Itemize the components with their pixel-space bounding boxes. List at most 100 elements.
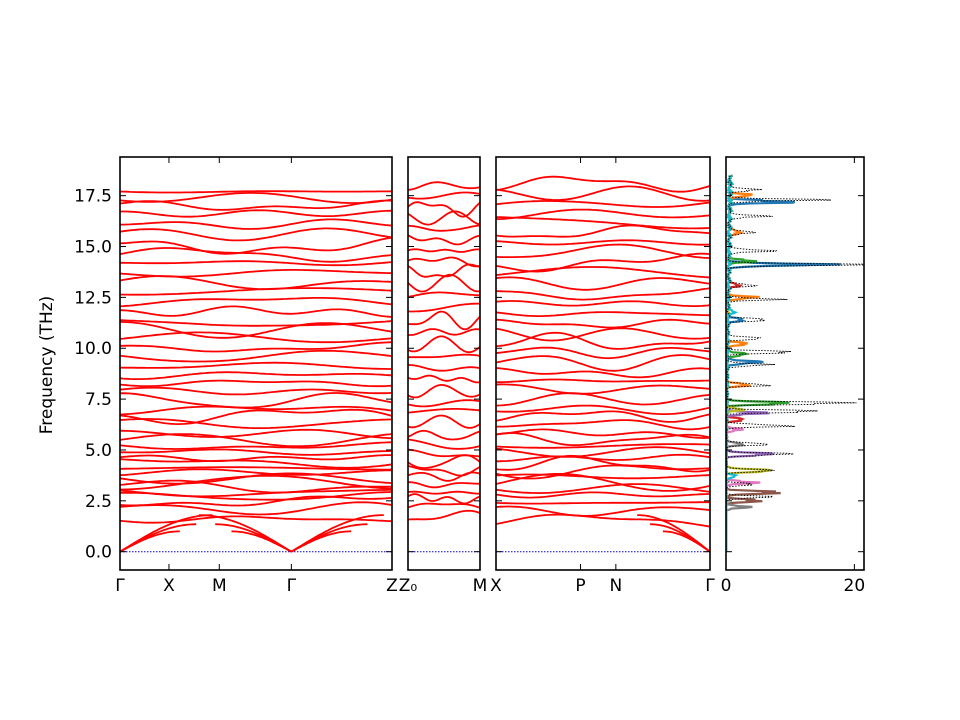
phonon-band	[120, 371, 392, 380]
phonon-band	[120, 489, 392, 498]
phonon-band	[408, 408, 480, 414]
phonon-band	[496, 428, 710, 439]
phonon-band	[120, 349, 392, 363]
phonon-band	[496, 473, 710, 492]
phonon-band	[120, 236, 392, 255]
x-tick-label: Z	[386, 576, 398, 596]
phonon-band	[120, 379, 392, 388]
phonon-band	[496, 239, 710, 246]
phonon-band	[496, 327, 710, 342]
phonon-band	[120, 408, 392, 426]
phonon-band	[120, 405, 392, 416]
phonon-band	[496, 354, 710, 372]
y-tick-label: 2.5	[85, 492, 112, 512]
x-tick-label: X	[490, 576, 502, 596]
phonon-band	[120, 190, 392, 194]
band-lines	[496, 175, 710, 553]
phonon-band	[496, 446, 710, 458]
band-lines	[408, 181, 480, 553]
y-axis-label: Frequency (THz)	[37, 296, 57, 435]
phonon-band	[120, 418, 392, 429]
acoustic-band	[637, 514, 710, 553]
phonon-band	[408, 248, 480, 253]
phonon-band	[120, 479, 392, 494]
band-panel-1: Γ X M Γ Z 0.0 2.5 5.0 7.5 10.0 12.5 15.0 17.5	[74, 156, 398, 596]
phonon-band	[120, 454, 392, 462]
phonon-band	[408, 335, 480, 354]
y-tick-label: 0.0	[85, 543, 112, 563]
phonon-band	[408, 414, 480, 429]
y-tick-label: 5.0	[85, 441, 112, 461]
phonon-band	[408, 364, 480, 372]
phonon-band	[120, 305, 392, 318]
phonon-band	[120, 468, 392, 477]
phonon-band	[496, 392, 710, 407]
phonon-band	[496, 473, 710, 480]
phonon-band	[496, 318, 710, 329]
phonon-band	[120, 515, 392, 524]
phonon-band	[496, 367, 710, 379]
dos-panel-frame	[725, 156, 865, 571]
phonon-band	[408, 438, 480, 450]
phonon-band	[408, 234, 480, 246]
y-tick-label: 12.5	[74, 288, 112, 308]
phonon-band	[496, 483, 710, 495]
x-tick-label: X	[163, 576, 175, 596]
phonon-band	[408, 490, 480, 495]
phonon-band	[408, 328, 480, 336]
phonon-band	[408, 383, 480, 399]
dos-x-tick-label: 0	[721, 576, 732, 596]
phonon-band	[120, 448, 392, 456]
x-tick-label: Γ	[287, 576, 297, 596]
phonon-band	[496, 453, 710, 463]
band-panel-2: Z₀ M	[399, 156, 487, 596]
phonon-band	[120, 269, 392, 278]
phonon-band	[408, 448, 480, 458]
phonon-band	[496, 383, 710, 395]
phonon-band	[496, 252, 710, 273]
phonon-band	[496, 276, 710, 291]
phonon-band	[496, 243, 710, 259]
phonon-band	[120, 209, 392, 218]
phonon-band	[496, 410, 710, 423]
phonon-band	[408, 509, 480, 521]
phonon-band	[120, 361, 392, 370]
phonon-band	[408, 310, 480, 331]
phonon-band	[496, 501, 710, 505]
phonon-band	[408, 224, 480, 232]
phonon-band	[120, 441, 392, 450]
phonon-band	[496, 505, 710, 517]
phonon-band	[408, 502, 480, 509]
y-tick-label: 15.0	[74, 238, 112, 258]
phonon-band	[408, 302, 480, 313]
phonon-band	[408, 201, 480, 218]
phonon-band	[408, 256, 480, 268]
phonon-band	[120, 495, 392, 507]
phonon-band	[120, 392, 392, 409]
phonon-band	[408, 493, 480, 505]
phonon-band	[496, 311, 710, 317]
acoustic-band	[290, 514, 384, 553]
y-tick-label: 10.0	[74, 339, 112, 359]
x-tick-label: Γ	[115, 576, 125, 596]
phonon-band	[120, 192, 392, 204]
band-panel-frame	[407, 156, 481, 571]
band-panel-frame	[495, 156, 711, 571]
phonon-band	[120, 428, 392, 440]
phonon-band	[496, 404, 710, 415]
phonon-band	[120, 341, 392, 353]
phonon-band	[496, 175, 710, 193]
phonon-band	[120, 227, 392, 242]
phonon-band	[120, 319, 392, 327]
phonon-band	[496, 443, 710, 449]
phonon-band	[120, 501, 392, 516]
phonon-band	[408, 353, 480, 359]
dos-x-tick-label: 20	[844, 576, 866, 596]
y-tick-label: 17.5	[74, 187, 112, 207]
phonon-band	[408, 191, 480, 200]
phonon-band	[496, 216, 710, 230]
phonon-band	[120, 260, 392, 267]
phonon-band	[408, 291, 480, 298]
